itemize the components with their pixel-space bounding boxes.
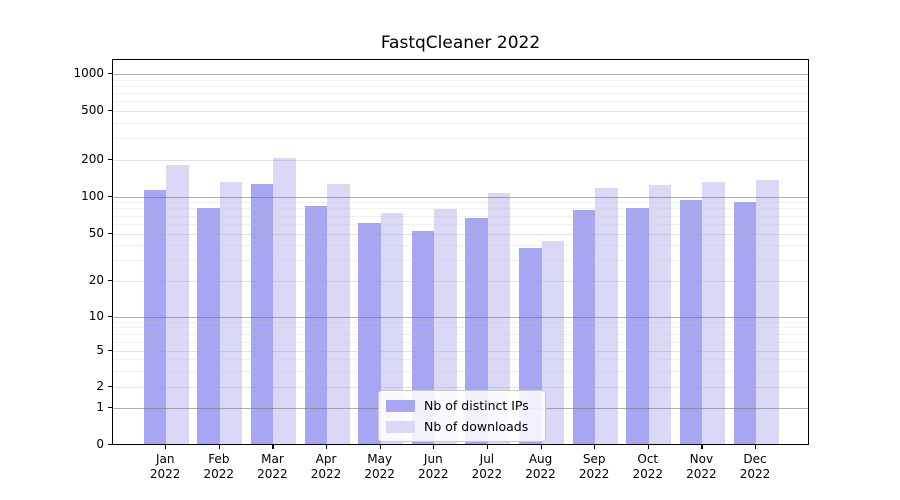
x-tick-label: Aug 2022 (525, 452, 556, 481)
bar-downloads (756, 180, 779, 444)
y-tick-label: 5 (96, 342, 104, 357)
y-tick-mark (108, 386, 112, 388)
bar-downloads (327, 183, 350, 444)
y-tick-label: 50 (88, 225, 104, 240)
y-tick-label: 20 (88, 272, 104, 287)
bar-downloads (541, 241, 565, 444)
y-tick-mark (108, 315, 112, 317)
bars-layer (113, 60, 808, 444)
plot-area (112, 59, 809, 445)
y-tick-label: 200 (81, 151, 104, 166)
y-tick-mark (108, 195, 112, 197)
y-tick-label: 2 (96, 379, 104, 393)
legend-label-downloads: Nb of downloads (424, 419, 529, 434)
bar-distinct-ips (626, 208, 649, 444)
x-tick-mark (218, 445, 220, 449)
bar-downloads (273, 157, 296, 444)
y-tick-mark (108, 232, 112, 234)
y-tick-label: 1000 (73, 66, 104, 80)
y-tick-mark (108, 407, 112, 409)
x-tick-label: Jul 2022 (471, 452, 503, 481)
bar-distinct-ips (358, 222, 381, 444)
x-tick-mark (165, 445, 167, 449)
x-tick-mark (486, 445, 489, 449)
x-tick-mark (594, 445, 596, 449)
x-tick-mark (379, 445, 381, 449)
bar-downloads (702, 181, 725, 444)
x-tick-label: Feb 2022 (203, 452, 235, 481)
x-tick-label: Jan 2022 (149, 452, 181, 481)
y-tick-mark (108, 279, 112, 281)
bar-downloads (219, 182, 243, 444)
y-tick-mark (108, 444, 112, 446)
y-tick-mark (108, 73, 112, 75)
bar-distinct-ips (143, 189, 167, 444)
legend-label-distinct-ips: Nb of distinct IPs (424, 398, 529, 413)
x-tick-mark (647, 445, 649, 449)
bar-distinct-ips (465, 217, 488, 444)
x-tick-label: May 2022 (364, 452, 395, 481)
x-tick-label: Sep 2022 (578, 452, 610, 481)
y-tick-mark (108, 349, 112, 351)
bar-distinct-ips (197, 208, 220, 444)
x-tick-mark (755, 445, 757, 449)
y-tick-mark (108, 158, 112, 160)
legend-swatch-downloads (386, 420, 415, 433)
legend-row-downloads: Nb of downloads (386, 419, 536, 434)
bar-distinct-ips (572, 210, 596, 444)
x-tick-label: Jun 2022 (418, 452, 449, 481)
x-tick-label: Apr 2022 (310, 452, 342, 481)
bar-downloads (166, 165, 189, 444)
bar-distinct-ips (304, 206, 328, 444)
chart-title: FastqCleaner 2022 (380, 33, 541, 53)
y-tick-label: 500 (81, 103, 104, 117)
x-tick-label: Oct 2022 (632, 452, 664, 481)
legend-swatch-distinct-ips (386, 399, 415, 412)
y-tick-label: 0 (96, 437, 104, 451)
bar-downloads (487, 193, 511, 444)
bar-downloads (648, 185, 672, 444)
x-tick-label: Nov 2022 (686, 452, 717, 481)
y-tick-label: 1 (96, 400, 104, 414)
legend-row-distinct-ips: Nb of distinct IPs (386, 398, 536, 413)
x-tick-mark (326, 445, 328, 449)
y-tick-label: 100 (81, 188, 104, 203)
bar-distinct-ips (679, 199, 703, 444)
x-tick-mark (272, 445, 274, 449)
x-tick-label: Dec 2022 (739, 452, 771, 481)
bar-distinct-ips (250, 183, 274, 444)
x-tick-label: Mar 2022 (257, 452, 288, 481)
y-tick-label: 10 (88, 308, 104, 323)
x-tick-mark (433, 445, 435, 449)
legend: Nb of distinct IPs Nb of downloads (378, 390, 546, 442)
x-tick-mark (701, 445, 703, 449)
bar-downloads (595, 187, 618, 444)
bar-downloads (380, 212, 404, 444)
bar-downloads (434, 209, 457, 444)
x-tick-mark (540, 445, 542, 449)
y-tick-mark (108, 110, 112, 112)
bar-distinct-ips (733, 202, 757, 444)
